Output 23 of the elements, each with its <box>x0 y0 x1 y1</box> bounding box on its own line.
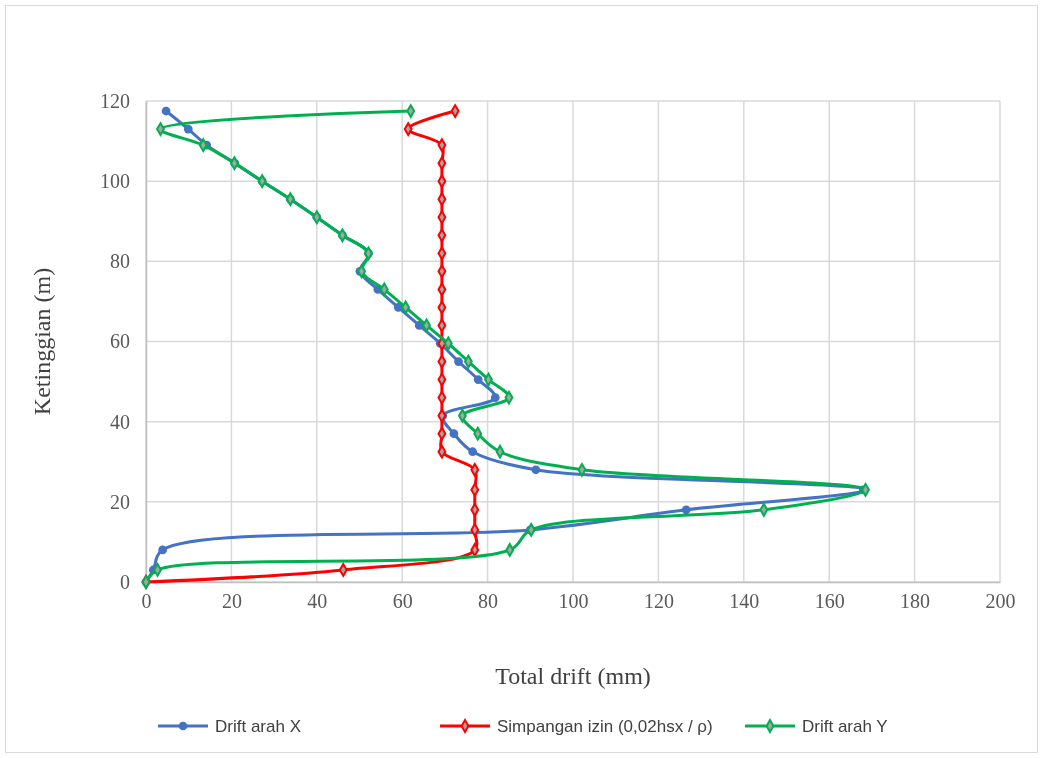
x-tick-label: 20 <box>221 590 242 613</box>
legend-label: Simpangan izin (0,02hsx / ρ) <box>497 717 713 736</box>
y-axis-title: Ketinggian (m) <box>29 267 55 416</box>
y-tick-label: 40 <box>110 410 130 433</box>
legend-label: Drift arah Y <box>802 717 888 736</box>
x-tick-label: 120 <box>643 590 674 613</box>
x-tick-label: 80 <box>478 590 499 613</box>
x-tick-label: 180 <box>900 590 931 613</box>
y-tick-label: 0 <box>120 570 130 593</box>
x-tick-label: 60 <box>392 590 413 613</box>
x-tick-label: 100 <box>558 590 589 613</box>
x-tick-label: 140 <box>729 590 760 613</box>
y-tick-label: 20 <box>110 490 130 513</box>
y-tick-label: 60 <box>110 330 130 353</box>
x-tick-label: 40 <box>307 590 328 613</box>
legend-label: Drift arah X <box>215 717 301 736</box>
x-tick-label: 160 <box>814 590 845 613</box>
x-tick-label: 200 <box>985 590 1016 613</box>
y-tick-label: 100 <box>100 170 130 193</box>
x-axis-title: Total drift (mm) <box>495 663 651 689</box>
x-tick-label: 0 <box>141 590 152 613</box>
y-tick-label: 80 <box>110 250 130 273</box>
y-tick-label: 120 <box>100 89 130 112</box>
